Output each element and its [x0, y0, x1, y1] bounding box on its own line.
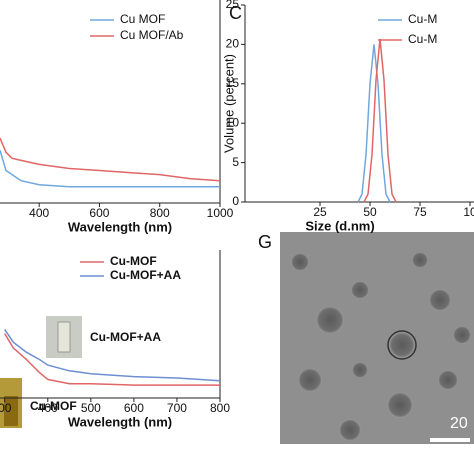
x-tick-label: 50 [363, 205, 377, 219]
legend-label: Cu-MOF+AA [110, 268, 181, 282]
legend-label: Cu MOF/Ab [120, 28, 184, 42]
x-tick-label: 75 [413, 205, 427, 219]
x-tick-label: 700 [167, 401, 187, 415]
x-axis-label: Wavelength (nm) [68, 219, 172, 234]
x-tick-label: 400 [38, 401, 58, 415]
legend-label: Cu-M [408, 12, 437, 26]
x-tick-label: 10 [463, 205, 474, 219]
x-tick-label: 1000 [207, 206, 234, 220]
legend-label: Cu-MOF [110, 254, 157, 268]
x-tick-label: 25 [313, 205, 327, 219]
series-line [357, 44, 391, 203]
series-line [0, 137, 221, 182]
series-line [4, 328, 221, 382]
x-tick-label: 400 [29, 206, 49, 220]
x-tick-label: 00 [0, 401, 12, 415]
y-tick-label: 5 [232, 155, 239, 169]
particles [291, 252, 471, 441]
x-tick-label: 600 [89, 206, 109, 220]
series-line [4, 333, 220, 386]
particle-ring [387, 330, 417, 360]
legend-label: Cu MOF [120, 12, 165, 26]
vial [57, 321, 71, 353]
y-tick-label: 10 [226, 115, 240, 129]
scale-bar [430, 438, 470, 442]
y-tick-label: 0 [232, 194, 239, 208]
x-tick-label: 600 [124, 401, 144, 415]
y-tick-label: 20 [226, 37, 240, 51]
x-tick-label: 500 [81, 401, 101, 415]
y-tick-label: 15 [226, 76, 240, 90]
tem-image: 20 G [258, 232, 474, 444]
panel-letter: G [258, 232, 272, 252]
x-axis-label: Size (d.nm) [305, 218, 374, 233]
series-line [0, 149, 220, 188]
legend-label: Cu-M [408, 32, 437, 46]
x-axis-label: Wavelength (nm) [68, 414, 172, 429]
x-tick-label: 800 [150, 206, 170, 220]
series-line [363, 38, 397, 203]
tem-background [280, 232, 474, 444]
annotation: Cu-MOF [30, 399, 77, 413]
y-axis-label: Volume (percent) [221, 54, 236, 153]
x-tick-label: 800 [210, 401, 230, 415]
vial [4, 396, 18, 426]
annotation: Cu-MOF+AA [90, 330, 161, 344]
y-tick-label: 25 [226, 0, 240, 11]
panel-letter: C [229, 3, 242, 23]
scale-text: 20 [450, 415, 468, 432]
vial-photos [0, 316, 82, 428]
